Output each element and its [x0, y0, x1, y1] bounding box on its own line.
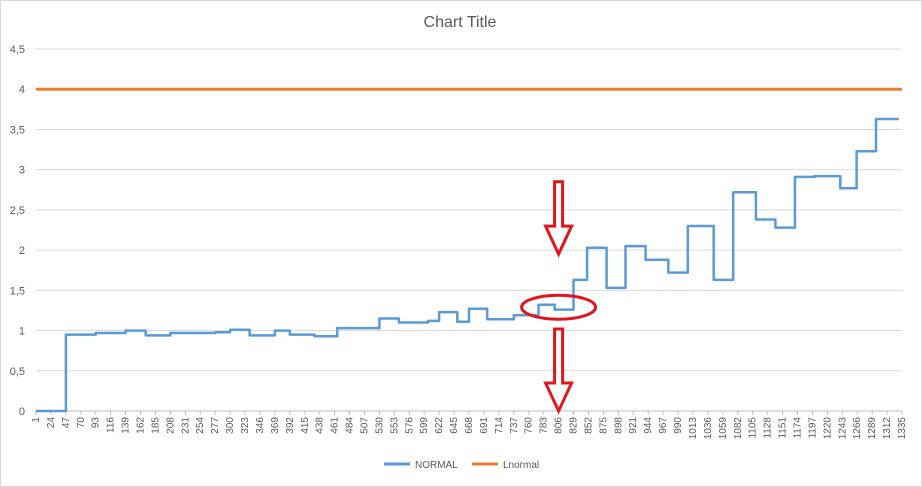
y-tick-label: 0: [19, 406, 25, 418]
x-tick-label: 484: [345, 417, 356, 434]
x-tick-label: 507: [359, 417, 370, 434]
annotation-arrow: [543, 180, 574, 258]
x-tick-label: 1197: [807, 417, 818, 439]
y-tick-label: 3: [19, 165, 25, 177]
y-tick-label: 1: [19, 326, 25, 338]
x-tick-label: 254: [195, 417, 206, 434]
x-tick-label: 438: [315, 417, 326, 434]
x-tick-label: 737: [509, 417, 520, 434]
x-tick-label: 346: [255, 417, 266, 434]
annotation-arrow: [543, 327, 574, 415]
x-tick-label: 622: [434, 417, 445, 434]
x-tick-label: 599: [419, 417, 430, 434]
x-tick-label: 1: [31, 417, 42, 423]
x-tick-label: 70: [76, 417, 87, 429]
x-tick-label: 783: [539, 417, 550, 434]
x-tick-label: 530: [374, 417, 385, 434]
x-tick-label: 139: [121, 417, 132, 434]
x-tick-label: 553: [389, 417, 400, 434]
x-tick-label: 645: [449, 417, 460, 434]
x-tick-label: 116: [106, 417, 117, 433]
legend-label-lnormal: Lnormal: [503, 460, 539, 471]
x-tick-label: 47: [61, 417, 72, 429]
x-tick-label: 1151: [778, 417, 789, 439]
x-tick-label: 208: [165, 417, 176, 434]
x-tick-label: 162: [136, 417, 147, 434]
x-tick-label: 921: [628, 417, 639, 434]
x-tick-label: 1059: [718, 417, 729, 440]
x-tick-label: 392: [285, 417, 296, 434]
x-tick-label: 323: [240, 417, 251, 434]
x-tick-label: 714: [494, 417, 505, 434]
x-tick-label: 24: [46, 417, 57, 429]
x-tick-label: 944: [643, 417, 654, 434]
y-tick-label: 0,5: [10, 366, 25, 378]
x-tick-label: 1082: [733, 417, 744, 440]
x-tick-label: 1335: [897, 417, 908, 440]
x-tick-label: 277: [210, 417, 221, 434]
legend: NORMAL Lnormal: [384, 460, 539, 471]
x-tick-label: 806: [554, 417, 565, 434]
x-tick-label: 1266: [852, 417, 863, 440]
x-tick-label: 1312: [882, 417, 893, 440]
y-tick-label: 4,5: [10, 44, 25, 56]
annotations: [520, 180, 598, 415]
x-tick-label: 1036: [703, 417, 714, 440]
annotation-ellipse: [520, 293, 598, 321]
x-tick-label: 1105: [748, 417, 759, 439]
x-tick-label: 415: [300, 417, 311, 434]
x-tick-label: 691: [479, 417, 490, 434]
x-tick-label: 1220: [822, 417, 833, 440]
y-axis-ticks: 0 0,5 1 1,5 2 2,5 3 3,5 4 4,5: [10, 44, 25, 418]
y-tick-label: 1,5: [10, 285, 25, 297]
x-tick-label: 461: [330, 417, 341, 434]
x-tick-label: 93: [91, 417, 102, 429]
y-tick-label: 2: [19, 245, 25, 257]
x-tick-label: 231: [180, 417, 191, 434]
x-tick-label: 369: [270, 417, 281, 434]
x-tick-label: 898: [613, 417, 624, 434]
x-tick-label: 1013: [688, 417, 699, 440]
x-tick-label: 829: [569, 417, 580, 434]
x-tick-label: 852: [583, 417, 594, 434]
x-tick-label: 185: [150, 417, 161, 434]
series-line-normal: [36, 117, 899, 413]
x-tick-label: 300: [225, 417, 236, 434]
legend-label-normal: NORMAL: [415, 460, 458, 471]
chart-title: Chart Title: [424, 14, 497, 31]
y-tick-label: 2,5: [10, 205, 25, 217]
y-tick-label: 3,5: [10, 124, 25, 136]
x-tick-label: 875: [598, 417, 609, 434]
x-tick-label: 1243: [837, 417, 848, 440]
series-lines: [36, 87, 902, 413]
x-axis-ticks: 1 24 47 70 93 116 139 162 185 208 231 254 277 300 323 3…: [31, 411, 908, 439]
x-tick-label: 1174: [792, 417, 803, 439]
x-tick-label: 1289: [867, 417, 878, 440]
x-tick-label: 1128: [763, 417, 774, 439]
x-tick-label: 990: [673, 417, 684, 434]
y-tick-label: 4: [19, 84, 25, 96]
x-tick-label: 760: [524, 417, 535, 434]
x-tick-label: 668: [464, 417, 475, 434]
x-tick-label: 576: [404, 417, 415, 434]
x-tick-label: 967: [658, 417, 669, 434]
